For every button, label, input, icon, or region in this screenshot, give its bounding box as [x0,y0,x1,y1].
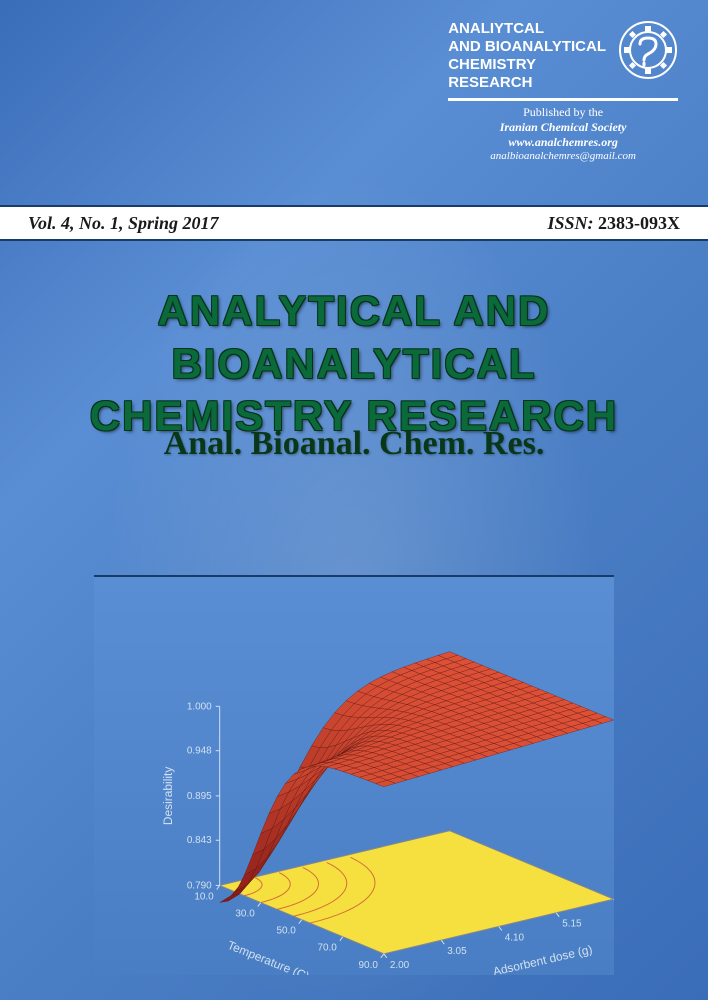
issn-value: 2383-093X [598,213,680,233]
title-line: AND BIOANALYTICAL [448,38,606,56]
header-block: ANALIYTCAL AND BIOANALYTICAL CHEMISTRY R… [448,20,678,162]
header-divider [448,98,678,101]
svg-text:50.0: 50.0 [276,926,296,937]
header-publisher-block: Published by the Iranian Chemical Societ… [448,105,678,162]
svg-text:0.790: 0.790 [187,880,212,891]
gear-logo-icon [618,20,678,80]
publisher-email: analbioanalchemres@gmail.com [448,150,678,162]
svg-text:5.15: 5.15 [562,919,582,930]
svg-text:1.000: 1.000 [187,701,212,712]
svg-text:0.843: 0.843 [187,835,212,846]
svg-text:30.0: 30.0 [235,908,255,919]
abbrev-journal-title: Anal. Bioanal. Chem. Res. [0,425,708,463]
svg-text:90.0: 90.0 [359,960,379,971]
surface-chart-svg: 0.790 0.843 0.895 0.948 1.000 Desirability 10.… [94,577,614,975]
svg-text:3.05: 3.05 [447,946,467,957]
svg-text:2.00: 2.00 [390,960,410,971]
title-line: CHEMISTRY [448,56,606,74]
issn-label: ISSN: [547,213,593,233]
svg-text:4.10: 4.10 [505,932,525,943]
title-line: ANALIYTCAL [448,20,606,38]
surface-chart: 0.790 0.843 0.895 0.948 1.000 Desirability 10.… [94,575,614,975]
issn-block: ISSN: 2383-093X [547,213,680,234]
published-by-label: Published by the [448,105,678,120]
svg-text:Desirability: Desirability [161,767,175,825]
info-bar: Vol. 4, No. 1, Spring 2017 ISSN: 2383-09… [0,205,708,241]
main-journal-title: ANALYTICAL AND BIOANALYTICAL CHEMISTRY R… [0,285,708,443]
header-title-row: ANALIYTCAL AND BIOANALYTICAL CHEMISTRY R… [448,20,678,92]
svg-text:10.0: 10.0 [194,891,214,902]
volume-info: Vol. 4, No. 1, Spring 2017 [28,213,219,234]
svg-text:0.948: 0.948 [187,746,212,757]
svg-text:Adsorbent dose (g): Adsorbent dose (g) [492,942,594,975]
svg-text:Temperature (C): Temperature (C) [226,938,312,975]
header-journal-title: ANALIYTCAL AND BIOANALYTICAL CHEMISTRY R… [448,20,606,92]
publisher-url: www.analchemres.org [448,135,678,150]
main-title-line: ANALYTICAL AND BIOANALYTICAL [0,285,708,390]
title-line: RESEARCH [448,74,606,92]
publisher-org: Iranian Chemical Society [448,120,678,135]
svg-text:0.895: 0.895 [187,791,212,802]
svg-text:70.0: 70.0 [317,943,337,954]
